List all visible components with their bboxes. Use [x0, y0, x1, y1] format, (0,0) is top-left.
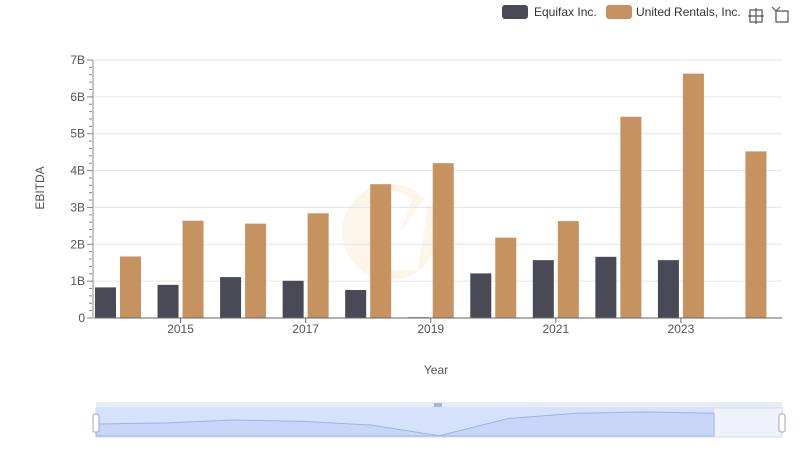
y-tick-label: 7B	[70, 53, 85, 67]
y-tick-label: 3B	[70, 200, 85, 214]
slider-grip[interactable]	[434, 403, 442, 407]
bar[interactable]	[432, 163, 454, 318]
y-tick-label: 5B	[70, 127, 85, 141]
bar[interactable]	[532, 260, 554, 318]
legend-swatch-equifax	[502, 5, 528, 19]
slider-handle-right[interactable]	[778, 413, 786, 433]
x-tick-label: 2015	[167, 322, 194, 336]
legend-label-equifax: Equifax Inc.	[534, 5, 597, 19]
bar[interactable]	[120, 256, 141, 318]
x-tick-label: 2023	[668, 322, 695, 336]
legend-item-united-rentals[interactable]: United Rentals, Inc.	[606, 5, 741, 19]
legend-label-united-rentals: United Rentals, Inc.	[636, 5, 741, 19]
bar[interactable]	[95, 287, 116, 318]
y-tick-label: 6B	[70, 90, 85, 104]
y-tick-label: 2B	[70, 237, 85, 251]
y-tick-label: 4B	[70, 164, 85, 178]
bar[interactable]	[307, 213, 329, 318]
bar[interactable]	[745, 151, 767, 318]
bar[interactable]	[182, 220, 204, 318]
reset-zoom-icon[interactable]	[771, 6, 789, 23]
legend-item-equifax[interactable]: Equifax Inc.	[502, 5, 597, 19]
bar[interactable]	[657, 260, 679, 318]
data-zoom-slider[interactable]	[92, 402, 786, 438]
x-tick-label: 2021	[542, 322, 569, 336]
legend: Equifax Inc. United Rentals, Inc.	[502, 5, 741, 19]
x-axis-title: Year	[424, 363, 448, 377]
bar[interactable]	[245, 223, 267, 318]
bar[interactable]	[470, 273, 492, 318]
slider-preview-area	[95, 411, 715, 437]
y-tick-label: 0	[78, 311, 85, 325]
y-axis-title: EBITDA	[33, 166, 47, 209]
bar[interactable]	[345, 289, 367, 318]
bar[interactable]	[370, 184, 392, 318]
bar[interactable]	[157, 284, 179, 318]
slider-handle-left[interactable]	[92, 413, 100, 433]
legend-swatch-united-rentals	[606, 5, 632, 19]
zoom-icon[interactable]	[748, 8, 764, 24]
x-tick-label: 2019	[417, 322, 444, 336]
bar[interactable]	[595, 256, 617, 318]
bar[interactable]	[682, 73, 704, 318]
x-tick-label: 2017	[292, 322, 319, 336]
bars	[95, 73, 767, 319]
y-axis: 0 1B 2B 3B 4B 5B 6B 7B	[70, 53, 94, 325]
x-axis: 2015 2017 2019 2021 2023	[94, 317, 782, 336]
bar[interactable]	[220, 277, 242, 318]
bar[interactable]	[620, 116, 642, 318]
bar[interactable]	[557, 221, 579, 318]
bar[interactable]	[282, 280, 304, 318]
y-tick-label: 1B	[70, 274, 85, 288]
bar[interactable]	[495, 237, 517, 318]
